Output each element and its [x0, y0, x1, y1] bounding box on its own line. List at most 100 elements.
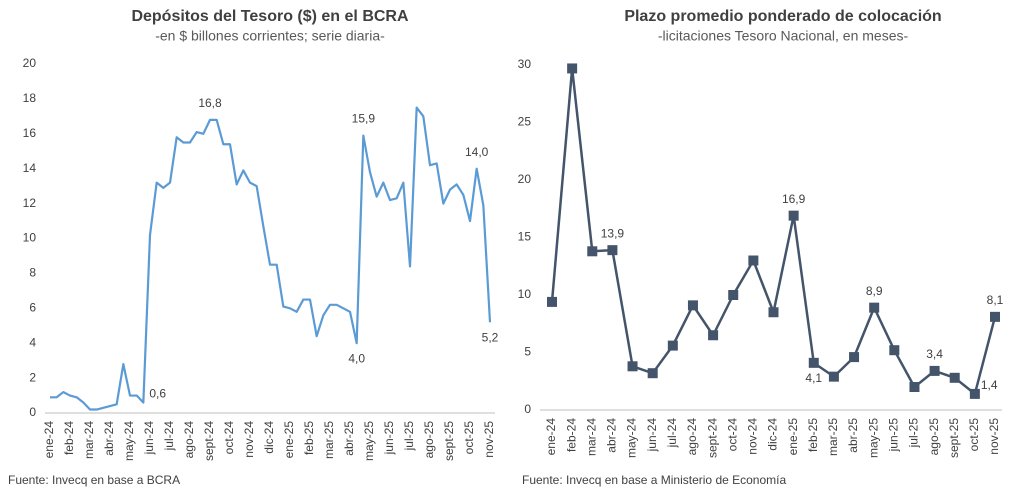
x-tick-label: ene-24: [42, 421, 56, 459]
data-point: [909, 382, 920, 392]
x-tick-label: abr-24: [605, 418, 619, 453]
data-point: [627, 361, 638, 372]
x-tick-label: dic-24: [766, 418, 780, 451]
data-label: 16,9: [782, 192, 806, 206]
data-label: 1,4: [981, 378, 998, 392]
y-tick-label: 18: [23, 91, 37, 105]
data-point: [687, 300, 698, 311]
x-tick-label: sept-25: [442, 421, 456, 461]
data-point: [587, 246, 598, 257]
y-tick-label: 20: [23, 56, 37, 70]
data-point: [929, 365, 940, 376]
x-tick-label: ene-25: [786, 418, 800, 456]
x-tick-label: oct-25: [462, 421, 476, 455]
data-label: 16,8: [198, 96, 222, 110]
x-tick-label: dic-24: [262, 421, 276, 454]
x-tick-label: nov-24: [746, 418, 760, 455]
data-point: [567, 63, 578, 74]
data-label: 5,2: [482, 330, 499, 344]
y-tick-label: 16: [23, 126, 37, 140]
y-tick-label: 10: [518, 287, 532, 301]
y-tick-label: 20: [518, 172, 532, 186]
data-label: 0,6: [149, 387, 166, 401]
x-tick-label: mar-24: [82, 421, 96, 459]
data-label: 14,0: [465, 145, 489, 159]
data-point: [788, 210, 799, 221]
source-note: Fuente: Invecq en base a BCRA: [8, 473, 180, 487]
x-tick-label: feb-24: [62, 421, 76, 455]
data-point: [708, 330, 719, 341]
x-tick-label: feb-25: [302, 421, 316, 455]
x-tick-label: oct-25: [967, 418, 981, 452]
x-tick-label: mar-24: [584, 418, 598, 456]
x-tick-label: may-24: [625, 418, 639, 458]
x-tick-label: abr-24: [102, 421, 116, 456]
data-point: [647, 368, 658, 379]
source-note: Fuente: Invecq en base a Ministerio de E…: [522, 473, 786, 487]
x-tick-label: ago-24: [685, 418, 699, 456]
data-line: [50, 106, 492, 411]
x-tick-label: jun-25: [886, 418, 900, 453]
y-tick-label: 30: [518, 57, 532, 71]
data-label: 8,9: [866, 284, 883, 298]
data-point: [849, 352, 860, 363]
x-tick-label: oct-24: [222, 421, 236, 455]
x-tick-label: feb-25: [806, 418, 820, 452]
data-point: [889, 345, 900, 356]
x-tick-label: ago-25: [422, 421, 436, 459]
data-label: 8,1: [987, 293, 1004, 307]
x-tick-label: may-24: [122, 421, 136, 461]
y-tick-label: 8: [29, 266, 36, 280]
data-label: 3,4: [926, 347, 943, 361]
chart-title: Plazo promedio ponderado de colocación: [624, 8, 941, 25]
data-point: [828, 371, 839, 382]
x-tick-label: jul-24: [665, 418, 679, 449]
x-tick-label: oct-24: [725, 418, 739, 452]
x-tick-label: jul-25: [402, 421, 416, 452]
y-tick-label: 12: [23, 196, 37, 210]
data-point: [969, 388, 980, 399]
data-label: 15,9: [352, 112, 376, 126]
chart-title: Depósitos del Tesoro ($) en el BCRA: [131, 8, 409, 25]
y-tick-label: 14: [23, 161, 37, 175]
data-point: [869, 302, 880, 313]
x-tick-label: ago-25: [927, 418, 941, 456]
y-tick-label: 6: [29, 300, 36, 314]
x-tick-label: jun-24: [645, 418, 659, 453]
data-label: 4,0: [348, 351, 365, 365]
data-point: [547, 296, 557, 307]
data-point: [667, 340, 678, 351]
x-tick-label: nov-24: [242, 421, 256, 458]
y-tick-label: 25: [518, 115, 532, 129]
x-tick-label: jun-25: [382, 421, 396, 456]
x-tick-label: sept-24: [705, 418, 719, 458]
y-tick-label: 10: [23, 231, 37, 245]
x-tick-label: jul-25: [907, 418, 921, 449]
data-point: [768, 307, 779, 318]
data-point: [990, 311, 1000, 322]
x-tick-label: jun-24: [142, 421, 156, 456]
x-tick-label: sept-25: [947, 418, 961, 458]
y-tick-label: 5: [524, 345, 531, 359]
y-tick-label: 2: [29, 370, 36, 384]
x-tick-label: feb-24: [564, 418, 578, 452]
data-point: [949, 372, 960, 383]
y-tick-label: 0: [29, 405, 36, 419]
x-tick-label: ago-24: [182, 421, 196, 459]
x-tick-label: jul-24: [162, 421, 176, 452]
x-tick-label: mar-25: [322, 421, 336, 459]
y-tick-label: 15: [518, 230, 532, 244]
data-label: 4,1: [805, 371, 822, 385]
data-point: [748, 255, 759, 266]
x-tick-label: nov-25: [987, 418, 1001, 455]
x-tick-label: abr-25: [342, 421, 356, 456]
y-tick-label: 4: [29, 335, 36, 349]
x-tick-label: ene-24: [544, 418, 558, 456]
x-tick-label: sept-24: [202, 421, 216, 461]
x-tick-label: may-25: [362, 421, 376, 461]
x-tick-label: may-25: [866, 418, 880, 458]
data-point: [728, 290, 739, 300]
chart-subtitle: -en $ billones corrientes; serie diaria-: [155, 28, 385, 44]
chart-subtitle: -licitaciones Tesoro Nacional, en meses-: [658, 28, 909, 44]
